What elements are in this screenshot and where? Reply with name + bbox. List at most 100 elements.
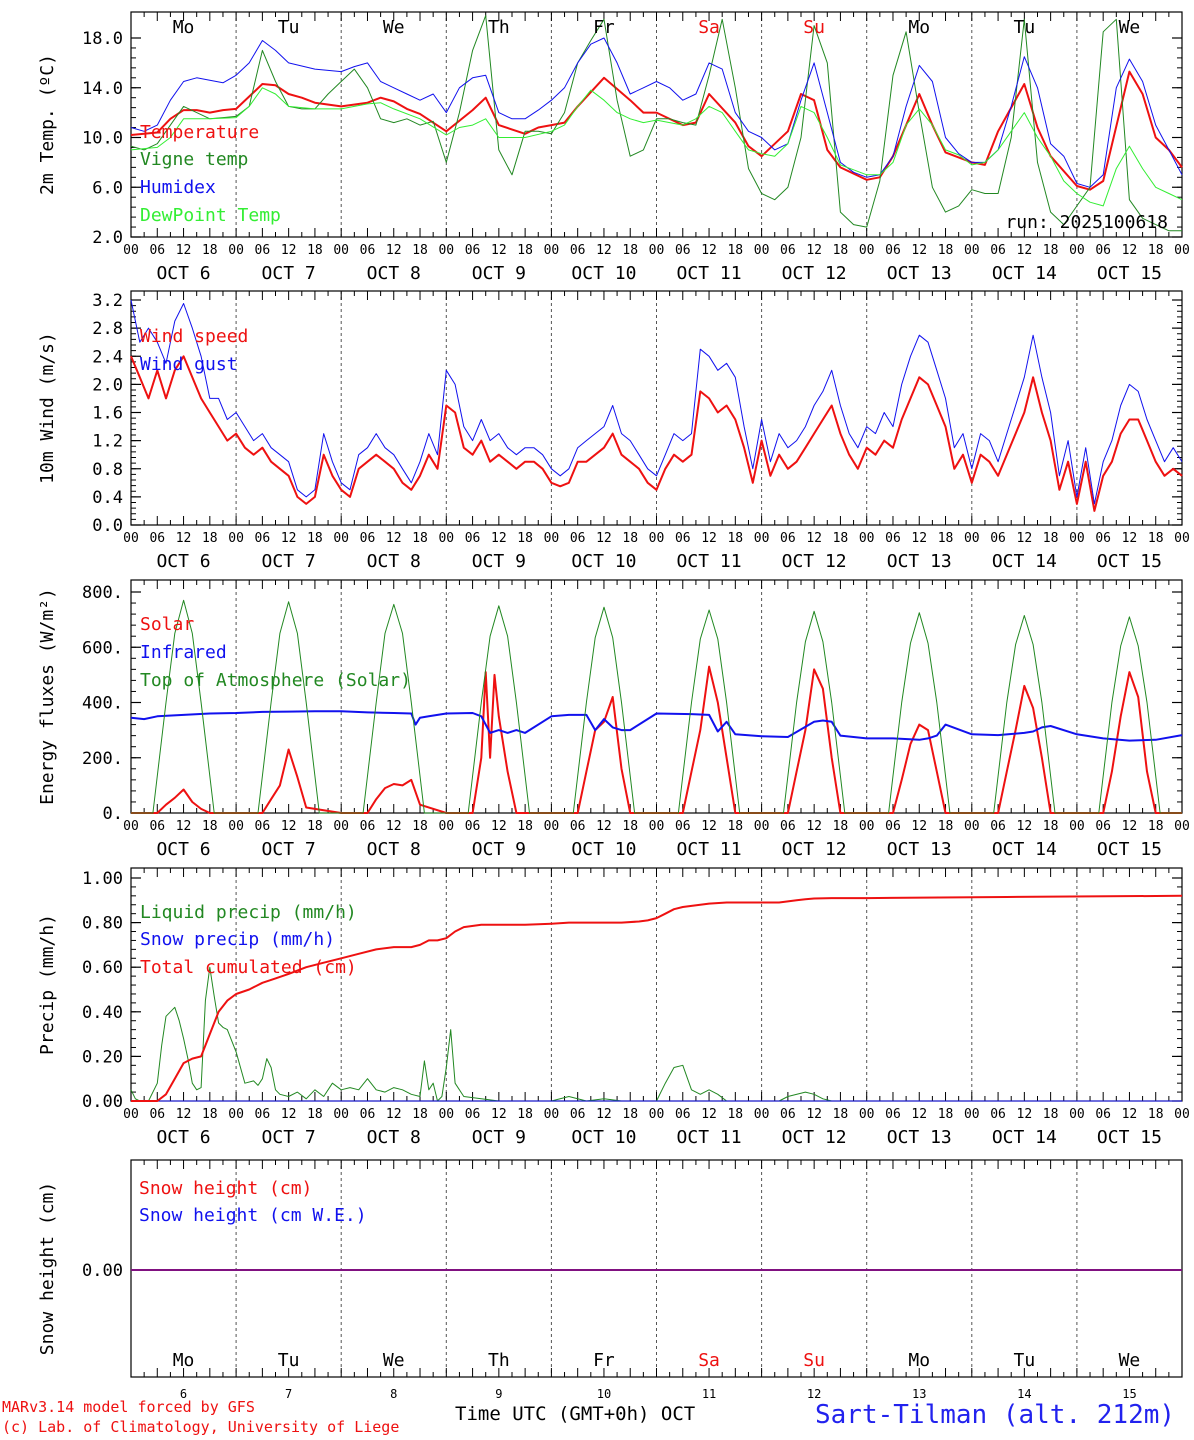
hour-tick-label: 12 [491,243,507,258]
legend-entry: Total cumulated (cm) [140,957,357,978]
panel-energy: 0. 200. 400. 600. 800. Energy fluxes (W/m²) So… [37,579,1190,860]
y-tick-label: 0. [103,804,123,824]
hour-tick-label: 06 [465,819,481,834]
day-number: 7 [285,1387,292,1401]
y-axis-title: Precip (mm/h) [37,914,58,1055]
hour-tick-label: 12 [1017,531,1033,546]
hour-tick-label: 12 [911,819,927,834]
y-tick-label: 400. [82,694,123,714]
hour-tick-label: 18 [727,243,743,258]
run-label: run: 2025100618 [1005,212,1168,233]
y-axis-title: Energy fluxes (W/m²) [37,588,58,805]
date-label: OCT 8 [367,263,421,284]
date-label: OCT 7 [262,263,316,284]
station-name: Sart-Tilman (alt. 212m) [815,1400,1176,1430]
hour-tick-label: 12 [386,531,402,546]
hour-tick-label: 18 [202,531,218,546]
weekday-label: Tu [1014,1350,1036,1371]
hour-tick-label: 06 [360,531,376,546]
hour-tick-label: 12 [386,243,402,258]
hour-tick-label: 06 [675,531,691,546]
hour-tick-label: 00 [649,1107,665,1122]
hour-tick-label: 18 [938,1107,954,1122]
hour-tick-label: 06 [990,531,1006,546]
hour-tick-label: 12 [701,819,717,834]
y-tick-label: 3.2 [92,291,123,311]
weekday-label: Mo [173,17,195,38]
series-line-humidex [130,37,1183,188]
weekday-label: Th [488,1350,510,1371]
hour-tick-label: 00 [228,531,244,546]
hour-tick-label: 06 [675,1107,691,1122]
hour-tick-label: 06 [255,819,271,834]
hour-tick-label: 06 [675,819,691,834]
weekday-label: Sa [698,1350,720,1371]
hour-tick-label: 06 [465,1107,481,1122]
y-axis-title: 2m Temp. (ºC) [37,54,58,195]
weekday-label: We [1119,17,1141,38]
panel-temperature: 2.0 6.0 10.0 14.0 18.0 2m Temp. (ºC) Temperatu… [37,11,1190,284]
date-label: OCT 11 [677,839,742,860]
hour-tick-label: 06 [780,531,796,546]
weekday-label: Fr [593,17,615,38]
date-label: OCT 13 [887,839,952,860]
hour-tick-label: 18 [1148,531,1164,546]
hour-tick-label: 12 [1122,531,1138,546]
legend-entry: Wind gust [140,354,238,375]
hour-tick-label: 06 [149,531,165,546]
weekday-label: Mo [173,1350,195,1371]
date-label: OCT 7 [262,839,316,860]
hour-tick-label: 18 [307,531,323,546]
hour-tick-label: 12 [701,531,717,546]
hour-tick-label: 18 [1043,243,1059,258]
hour-tick-label: 12 [701,1107,717,1122]
day-number: 8 [390,1387,397,1401]
hour-tick-label: 12 [911,1107,927,1122]
hour-tick-label: 12 [806,243,822,258]
hour-tick-label: 18 [833,1107,849,1122]
date-label: OCT 8 [367,551,421,572]
hour-tick-label: 18 [622,1107,638,1122]
hour-tick-label: 18 [517,819,533,834]
hour-tick-label: 00 [964,531,980,546]
day-number: 10 [597,1387,611,1401]
date-label: OCT 6 [156,1127,210,1148]
weekday-label: We [383,1350,405,1371]
hour-tick-label: 06 [885,531,901,546]
hour-tick-label: 06 [990,243,1006,258]
date-label: OCT 6 [156,263,210,284]
y-tick-label: 0.60 [82,958,123,978]
hour-tick-label: 00 [123,243,139,258]
hour-tick-label: 12 [491,819,507,834]
hour-tick-label: 06 [360,1107,376,1122]
hour-tick-label: 00 [649,819,665,834]
hour-tick-label: 18 [1043,819,1059,834]
hour-tick-label: 12 [911,531,927,546]
date-label: OCT 13 [887,551,952,572]
date-label: OCT 11 [677,551,742,572]
hour-tick-label: 06 [780,1107,796,1122]
hour-tick-label: 06 [149,1107,165,1122]
hour-tick-label: 00 [1174,819,1190,834]
hour-tick-label: 00 [964,1107,980,1122]
hour-tick-label: 12 [281,243,297,258]
hour-tick-label: 12 [386,819,402,834]
date-label: OCT 9 [472,263,526,284]
legend-entry: Solar [140,614,194,635]
hour-tick-label: 12 [701,243,717,258]
y-tick-label: 0.40 [82,1003,123,1023]
legend-entry: Temperature [140,122,259,143]
hour-tick-label: 00 [1069,531,1085,546]
hour-tick-label: 00 [438,531,454,546]
hour-tick-label: 12 [386,1107,402,1122]
hour-tick-label: 18 [727,531,743,546]
y-tick-label: 2.4 [92,347,123,367]
hour-tick-label: 12 [1017,1107,1033,1122]
plot-frame [130,11,1183,238]
hour-tick-label: 18 [517,1107,533,1122]
y-axis-title: Snow height (cm) [37,1182,58,1355]
hour-tick-label: 06 [360,819,376,834]
date-label: OCT 7 [262,1127,316,1148]
hour-tick-label: 12 [596,243,612,258]
series-line-infrared [130,710,1183,742]
